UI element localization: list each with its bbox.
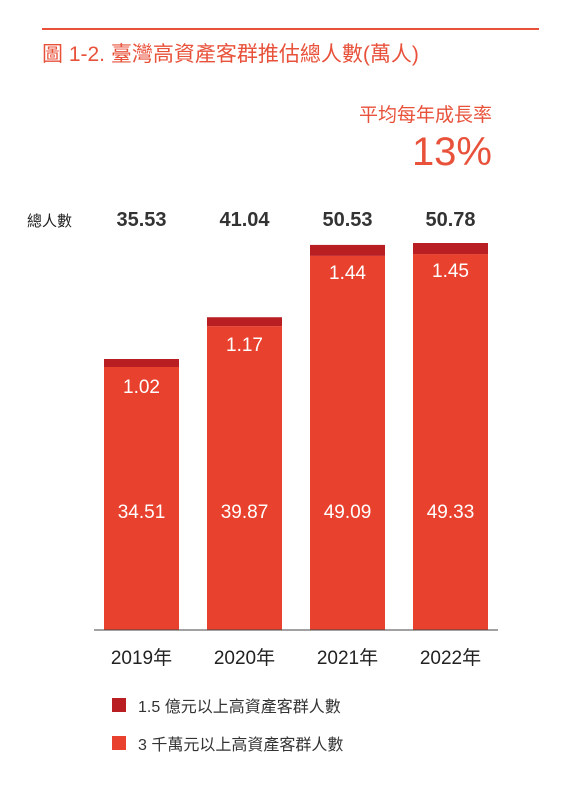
bar-base-3 xyxy=(413,254,488,631)
x-tick-label-2: 2021年 xyxy=(317,647,378,669)
legend-label-base-series: 3 千萬元以上高資產客群人數 xyxy=(138,737,344,754)
bar-top-1 xyxy=(207,317,282,327)
total-value-1: 41.04 xyxy=(219,209,270,231)
bar-top-0 xyxy=(104,358,179,367)
base-series-value-0: 34.51 xyxy=(118,502,166,523)
legend-swatch-top-series xyxy=(112,698,126,712)
bar-base-0 xyxy=(104,366,179,630)
x-tick-label-3: 2022年 xyxy=(420,647,481,669)
growth-rate-value: 13% xyxy=(411,130,492,174)
x-tick-label-1: 2020年 xyxy=(214,647,275,669)
base-series-value-2: 49.09 xyxy=(324,502,372,523)
growth-rate-label: 平均每年成長率 xyxy=(358,105,492,126)
top-series-value-2: 1.44 xyxy=(329,263,366,284)
legend: 1.5 億元以上高資產客群人數 3 千萬元以上高資產客群人數 xyxy=(112,693,343,769)
top-series-value-3: 1.45 xyxy=(432,261,469,282)
bar-top-3 xyxy=(413,243,488,255)
bar-top-2 xyxy=(310,244,385,256)
totals-caption: 總人數 xyxy=(27,213,73,230)
x-tick-label-0: 2019年 xyxy=(111,647,172,669)
top-series-value-0: 1.02 xyxy=(123,377,160,398)
total-value-3: 50.78 xyxy=(425,209,475,231)
legend-item-top-series: 1.5 億元以上高資產客群人數 xyxy=(112,693,343,717)
bar-base-1 xyxy=(207,326,282,630)
legend-swatch-base-series xyxy=(112,736,126,750)
legend-item-base-series: 3 千萬元以上高資產客群人數 xyxy=(112,731,343,755)
chart-title: 圖 1-2. 臺灣高資產客群推估總人數(萬人) xyxy=(42,43,419,66)
base-series-value-1: 39.87 xyxy=(221,502,269,523)
top-series-value-1: 1.17 xyxy=(226,335,263,356)
base-series-value-3: 49.33 xyxy=(427,502,475,523)
top-rule xyxy=(42,28,539,30)
legend-label-top-series: 1.5 億元以上高資產客群人數 xyxy=(138,699,341,716)
total-value-2: 50.53 xyxy=(322,209,372,231)
bar-base-2 xyxy=(310,255,385,630)
total-value-0: 35.53 xyxy=(116,209,166,231)
